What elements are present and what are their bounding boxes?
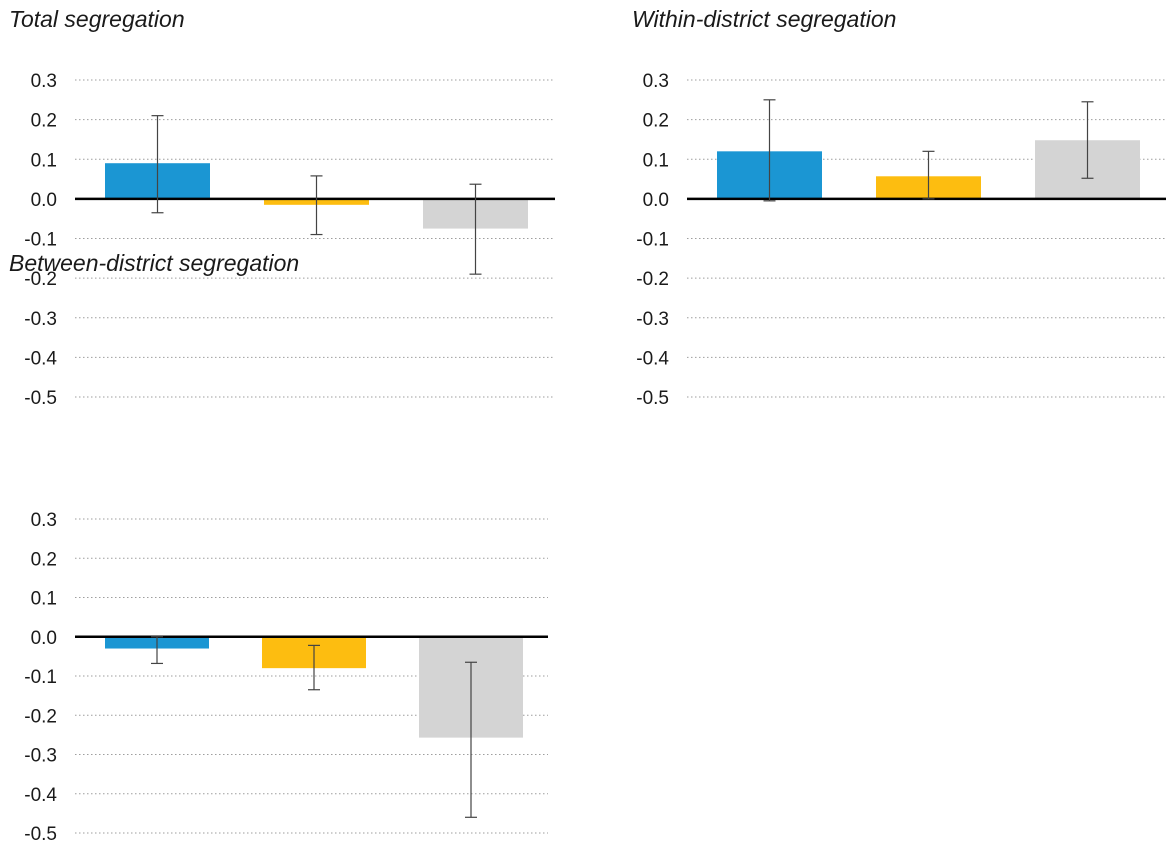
y-tick-label: -0.2	[636, 269, 669, 290]
y-tick-label: -0.5	[24, 388, 57, 409]
y-tick-label: 0.3	[643, 71, 669, 92]
y-tick-label: -0.2	[24, 706, 57, 727]
y-tick-label: -0.1	[24, 230, 57, 251]
y-tick-label: -0.5	[636, 388, 669, 409]
chart-title: Between-district segregation	[9, 250, 300, 276]
y-tick-label: -0.5	[24, 824, 57, 845]
y-tick-label: 0.2	[643, 111, 669, 132]
y-tick-label: 0.1	[31, 150, 57, 171]
y-tick-label: 0.1	[643, 150, 669, 171]
y-tick-label: 0.3	[31, 510, 57, 531]
y-tick-label: 0.0	[643, 190, 669, 211]
y-tick-label: -0.2	[24, 269, 57, 290]
y-tick-label: -0.3	[636, 309, 669, 330]
y-tick-label: -0.3	[24, 309, 57, 330]
chart-title: Total segregation	[9, 6, 185, 32]
y-tick-label: -0.4	[24, 348, 57, 369]
y-tick-label: -0.1	[636, 230, 669, 251]
y-tick-label: 0.1	[31, 589, 57, 610]
y-tick-label: 0.0	[31, 190, 57, 211]
chart-title: Within-district segregation	[632, 6, 897, 32]
y-tick-label: 0.0	[31, 628, 57, 649]
y-tick-label: 0.3	[31, 71, 57, 92]
y-tick-label: 0.2	[31, 549, 57, 570]
y-tick-label: 0.2	[31, 111, 57, 132]
y-tick-label: -0.1	[24, 667, 57, 688]
y-tick-label: -0.4	[636, 348, 669, 369]
y-tick-label: -0.3	[24, 746, 57, 767]
y-tick-label: -0.4	[24, 785, 57, 806]
